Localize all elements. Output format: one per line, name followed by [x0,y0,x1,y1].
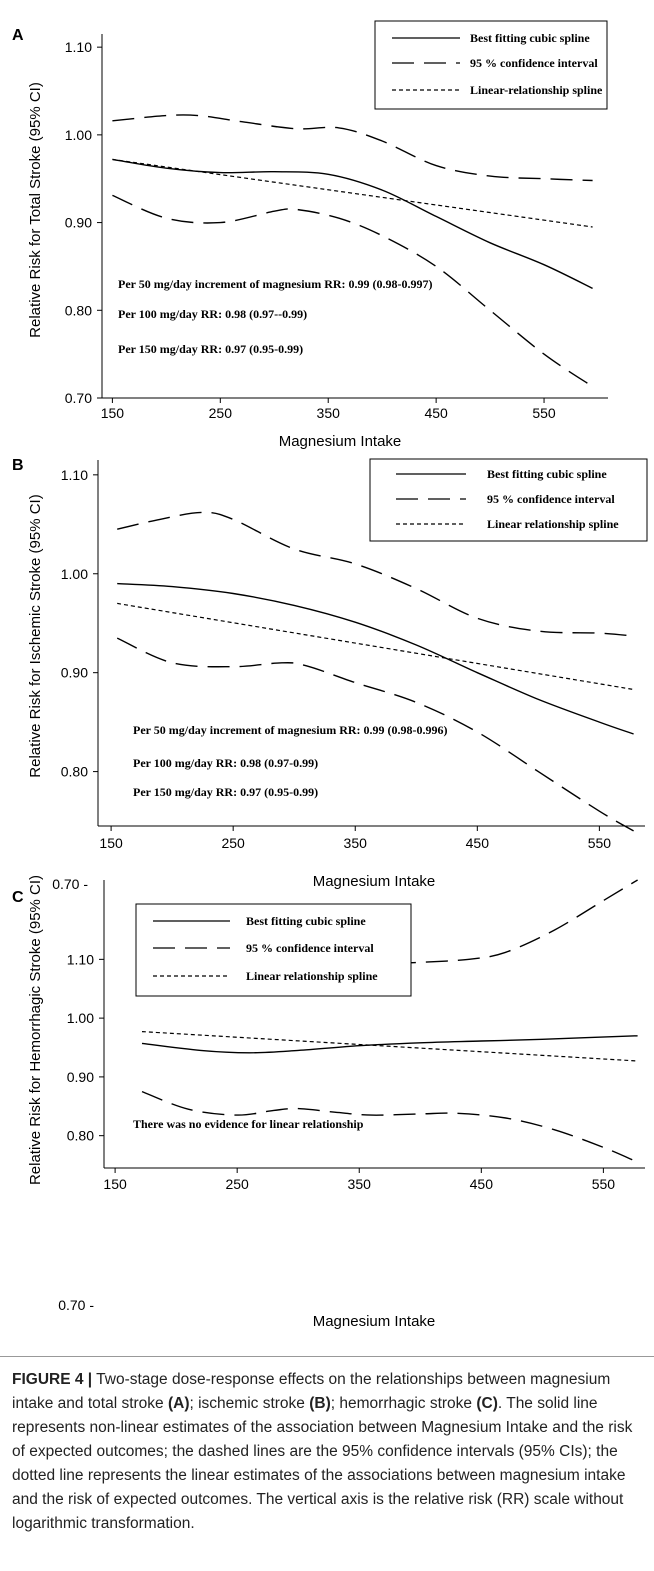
y-tick-label: 0.90 [65,215,92,231]
rr-annotation: Per 100 mg/day RR: 0.98 (0.97--0.99) [118,307,307,321]
legend-entry: 95 % confidence interval [246,941,374,955]
x-tick-label: 450 [466,835,490,851]
x-axis-label: Magnesium Intake [279,433,402,450]
rr-annotation: Per 50 mg/day increment of magnesium RR:… [133,723,448,737]
y-tick-label: 0.70 - [52,876,88,892]
caption-intro: Two-stage dose-response effects on the r… [12,1371,611,1412]
series-line-dashed [112,114,593,182]
x-tick-label: 550 [592,1176,616,1192]
x-tick-label: 150 [99,835,123,851]
x-tick-label: 350 [348,1176,372,1192]
series-line-solid [141,1035,638,1054]
x-tick-label: 250 [221,835,245,851]
y-tick-label: 0.70 [65,390,92,406]
caption-panel-c: (C) [476,1395,498,1412]
y-tick-label: 0.80 [67,1128,94,1144]
series-line-dashed [112,194,593,388]
x-axis-label: Magnesium Intake [313,1313,436,1330]
panel-label-c: C [12,889,24,906]
y-tick-label: 1.10 [65,39,92,55]
panel-label-b: B [12,457,24,474]
y-tick-label: 0.70 - [58,1297,94,1313]
axes: 0.70 - 0.80 0.90 1.00 1.10 150 250 350 450 550 [58,880,645,1313]
legend-entry: 95 % confidence interval [487,492,615,506]
panel-label-a: A [12,27,24,44]
rr-annotation: Per 50 mg/day increment of magnesium RR:… [118,277,433,291]
series-line-dotted [141,1031,638,1062]
y-tick-label: 1.10 [61,467,88,483]
caption-mid-1: ; ischemic stroke [189,1395,310,1412]
figure-caption: FIGURE 4 | Two-stage dose-response effec… [12,1368,644,1536]
legend-entry: Best fitting cubic spline [246,914,366,928]
x-tick-label: 150 [103,1176,127,1192]
x-tick-label: 450 [470,1176,494,1192]
series-line-dotted [117,602,634,691]
caption-panel-a: (A) [167,1395,190,1412]
y-tick-label: 1.00 [67,1010,94,1026]
panel-b: B 0.70 - 0.80 0.90 1.00 1.10 150 250 350 450 550 Ma… [12,457,648,892]
y-tick-label: 0.90 [61,665,88,681]
rr-annotation: Per 150 mg/day RR: 0.97 (0.95-0.99) [118,342,303,356]
x-tick-label: 550 [588,835,612,851]
y-tick-label: 0.90 [67,1069,94,1085]
series-line-dashed [116,637,634,832]
legend-entry: 95 % confidence interval [470,56,598,70]
legend: Best fitting cubic spline 95 % confidence… [135,903,412,997]
y-axis-label: Relative Risk for Total Stroke (95% CI) [27,82,44,338]
y-tick-label: 0.80 [65,302,92,318]
caption-rest: . The solid line represents non-linear e… [12,1395,633,1532]
caption-panel-b: (B) [309,1395,331,1412]
legend-entry: Best fitting cubic spline [470,31,590,45]
panel-a: A 0.70 0.80 0.90 1.00 1.10 150 250 350 450 550 Magn… [12,20,608,450]
legend: Best fitting cubic spline 95 % confidence… [369,458,648,542]
series-line-dotted [112,158,593,228]
x-tick-label: 450 [424,405,448,421]
caption-figure-label: FIGURE 4 | [12,1371,93,1388]
x-tick-label: 250 [209,405,233,421]
y-axis-label: Relative Risk for Hemorrhagic Stroke (95… [27,875,44,1185]
y-tick-label: 0.80 [61,764,88,780]
panel-c: C 0.70 - 0.80 0.90 1.00 1.10 150 250 350 450 550 Ma… [12,875,645,1330]
legend-box [135,903,412,997]
legend-box [369,458,648,542]
legend-entry: Best fitting cubic spline [487,467,607,481]
x-tick-label: 350 [344,835,368,851]
legend-entry: Linear relationship spline [487,517,619,531]
x-tick-label: 250 [225,1176,249,1192]
legend-entry: Linear relationship spline [246,969,378,983]
rr-annotation: Per 150 mg/day RR: 0.97 (0.95-0.99) [133,785,318,799]
y-tick-label: 1.00 [65,127,92,143]
legend-box [374,20,608,110]
series-line-solid [112,158,593,290]
caption-divider [0,1356,654,1357]
x-tick-label: 350 [317,405,341,421]
rr-annotation: There was no evidence for linear relatio… [133,1117,364,1131]
caption-mid-2: ; hemorrhagic stroke [330,1395,477,1412]
axes: 0.70 0.80 0.90 1.00 1.10 150 250 350 450 550 [65,34,608,421]
legend-entry: Linear-relationship spline [470,83,603,97]
x-axis-label: Magnesium Intake [313,873,436,890]
rr-annotation: Per 100 mg/day RR: 0.98 (0.97-0.99) [133,756,318,770]
series-line-dashed [117,511,634,637]
y-tick-label: 1.00 [61,566,88,582]
series-line-solid [117,582,634,735]
series-line-dashed [141,1090,638,1163]
x-tick-label: 150 [101,405,125,421]
axes: 0.70 - 0.80 0.90 1.00 1.10 150 250 350 450 550 [52,460,645,892]
x-tick-label: 550 [532,405,556,421]
legend: Best fitting cubic spline 95 % confidence… [374,20,608,110]
y-axis-label: Relative Risk for Ischemic Stroke (95% C… [27,494,44,777]
y-tick-label: 1.10 [67,951,94,967]
